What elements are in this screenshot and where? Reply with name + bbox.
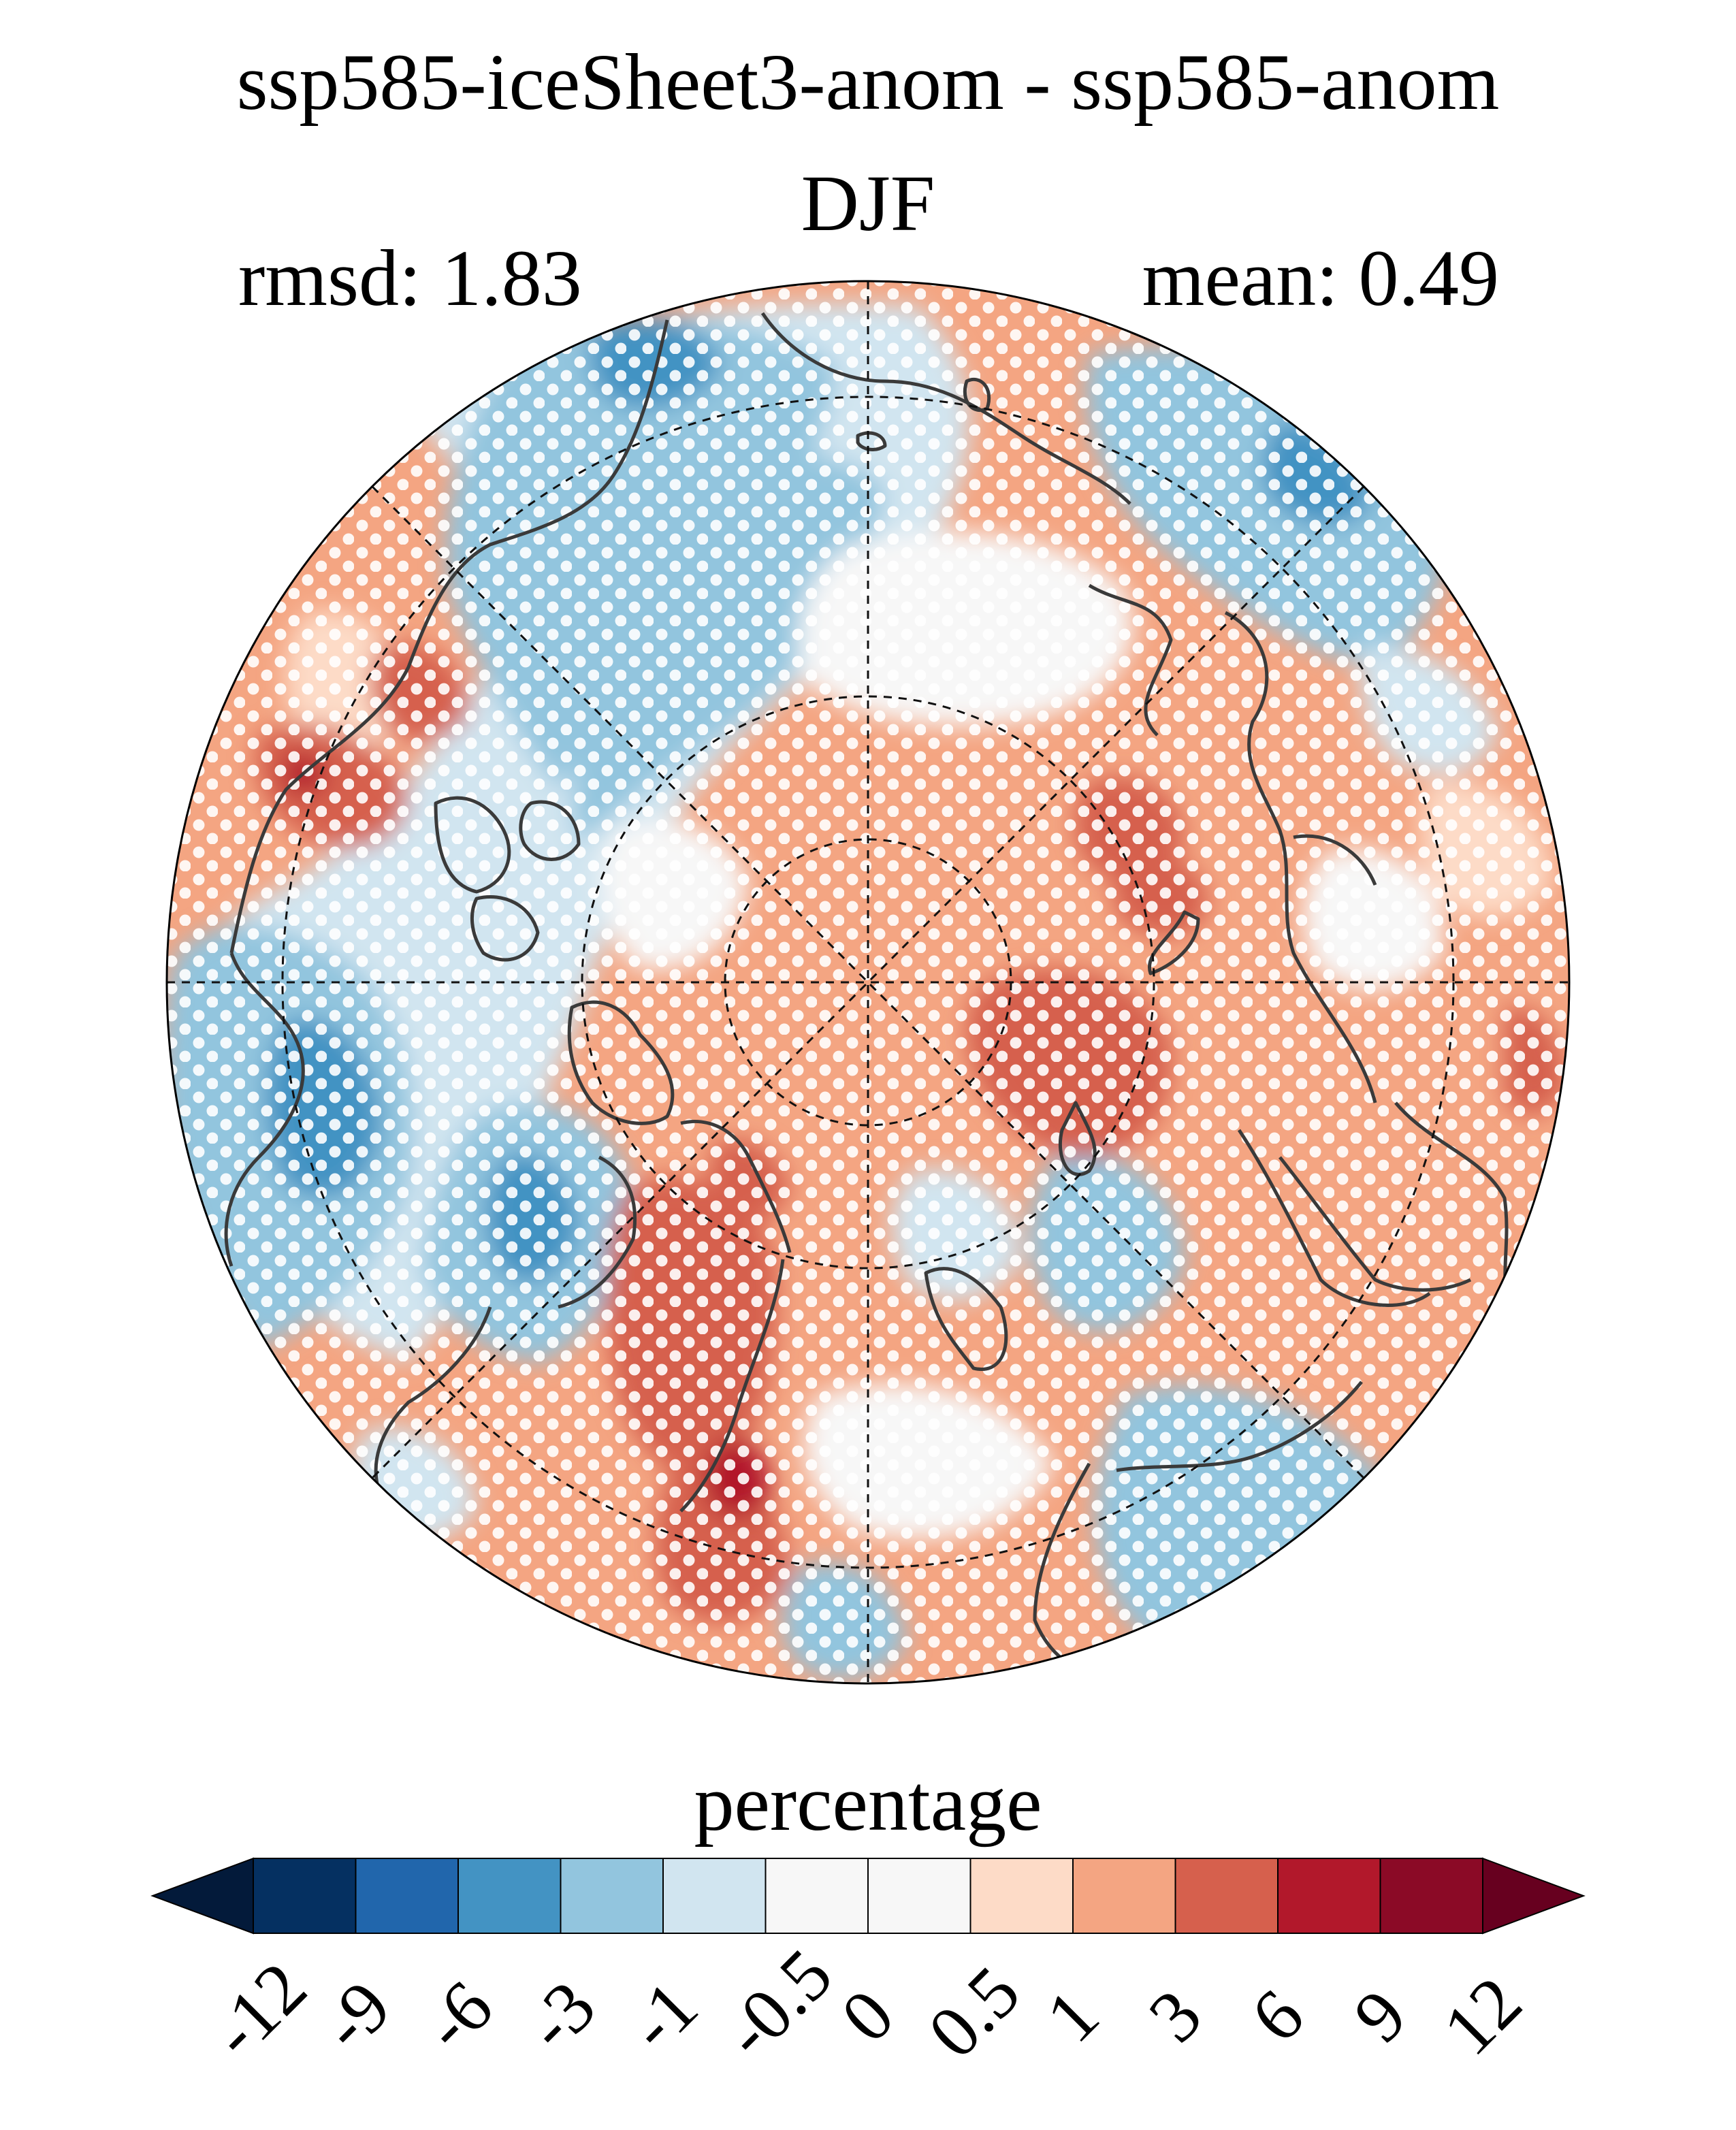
colorbar-segment (1174, 1858, 1279, 1934)
colorbar-segment (560, 1858, 664, 1934)
colorbar-segment (662, 1858, 767, 1934)
colorbar-over-arrow (1482, 1857, 1586, 1935)
map-field (167, 281, 1569, 1683)
colorbar-segment (1072, 1858, 1176, 1934)
coastlines (224, 312, 1513, 1677)
colorbar-segment (1379, 1858, 1483, 1934)
colorbar-segment (355, 1858, 459, 1934)
colorbar-label: percentage (694, 1758, 1042, 1847)
colorbar-segment (253, 1858, 357, 1934)
mean-stat: mean: 0.49 (1142, 233, 1499, 323)
graticule (167, 281, 1569, 1683)
colorbar-segments (253, 1858, 1483, 1934)
colorbar-under-arrow (150, 1857, 254, 1935)
map-title: ssp585-iceSheet3-anom - ssp585-anom (236, 37, 1500, 127)
polar-map (165, 280, 1571, 1685)
map-boundary (165, 280, 1571, 1685)
colorbar-segment (867, 1858, 971, 1934)
colorbar-segment (969, 1858, 1074, 1934)
colorbar-segment (765, 1858, 869, 1934)
rmsd-stat: rmsd: 1.83 (238, 233, 582, 323)
colorbar (150, 1857, 1586, 1935)
colorbar-segment (1277, 1858, 1381, 1934)
map-subtitle-season: DJF (801, 159, 935, 248)
colorbar-segment (457, 1858, 562, 1934)
